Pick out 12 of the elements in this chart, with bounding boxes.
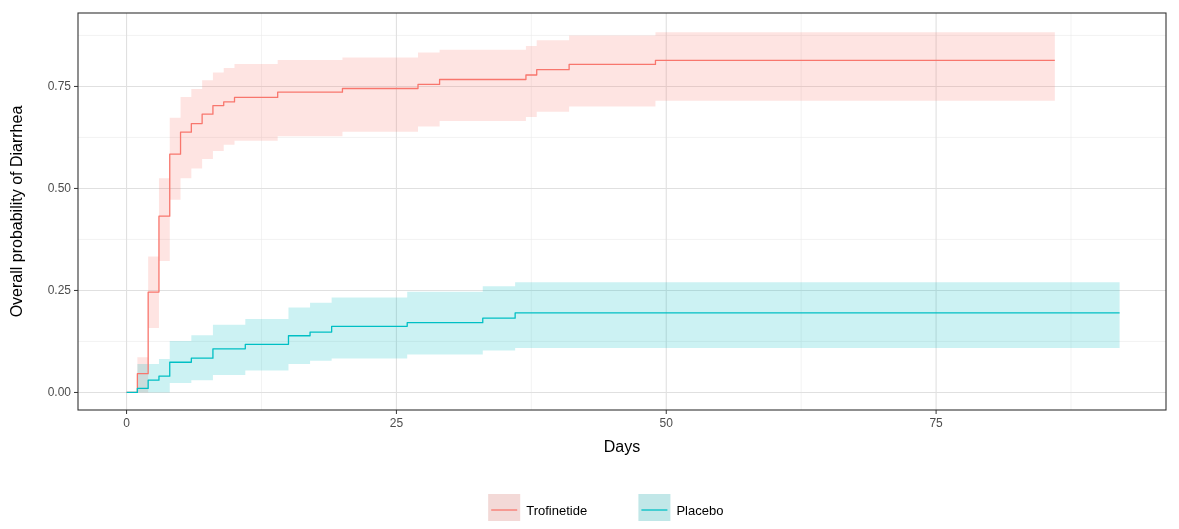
y-tick-label: 0.00 — [47, 385, 72, 400]
x-tick-label: 50 — [659, 416, 674, 430]
x-tick-label: 25 — [389, 416, 404, 430]
y-tick-label: 0.25 — [47, 283, 72, 298]
x-axis-title: Days — [603, 438, 641, 455]
y-tick-label: 0.50 — [47, 181, 72, 196]
y-axis-title: Overall probability of Diarrhea — [8, 105, 25, 318]
x-tick-label: 0 — [123, 416, 131, 430]
legend-label: Trofinetide — [526, 503, 588, 518]
legend-label: Placebo — [676, 503, 724, 518]
x-tick-label: 75 — [929, 416, 944, 430]
y-tick-label: 0.75 — [47, 79, 72, 94]
